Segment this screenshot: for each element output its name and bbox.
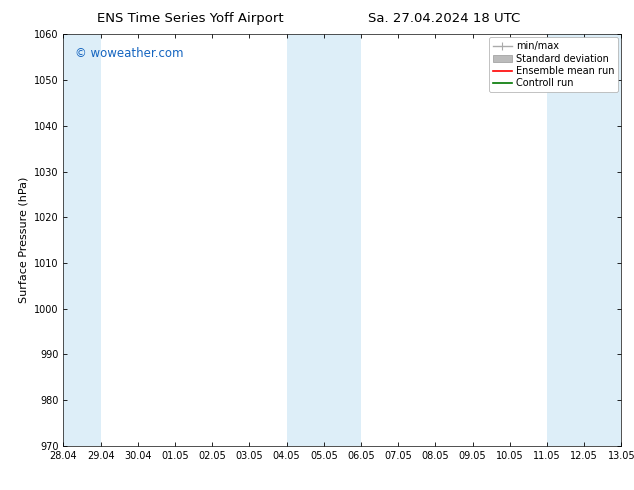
Bar (547, 34, 621, 446)
Legend: min/max, Standard deviation, Ensemble mean run, Controll run: min/max, Standard deviation, Ensemble me… (489, 37, 618, 92)
Bar (63, 34, 101, 446)
Text: Sa. 27.04.2024 18 UTC: Sa. 27.04.2024 18 UTC (368, 12, 520, 25)
Text: © woweather.com: © woweather.com (75, 47, 183, 60)
Bar (287, 34, 361, 446)
Y-axis label: Surface Pressure (hPa): Surface Pressure (hPa) (18, 177, 29, 303)
Text: ENS Time Series Yoff Airport: ENS Time Series Yoff Airport (97, 12, 283, 25)
